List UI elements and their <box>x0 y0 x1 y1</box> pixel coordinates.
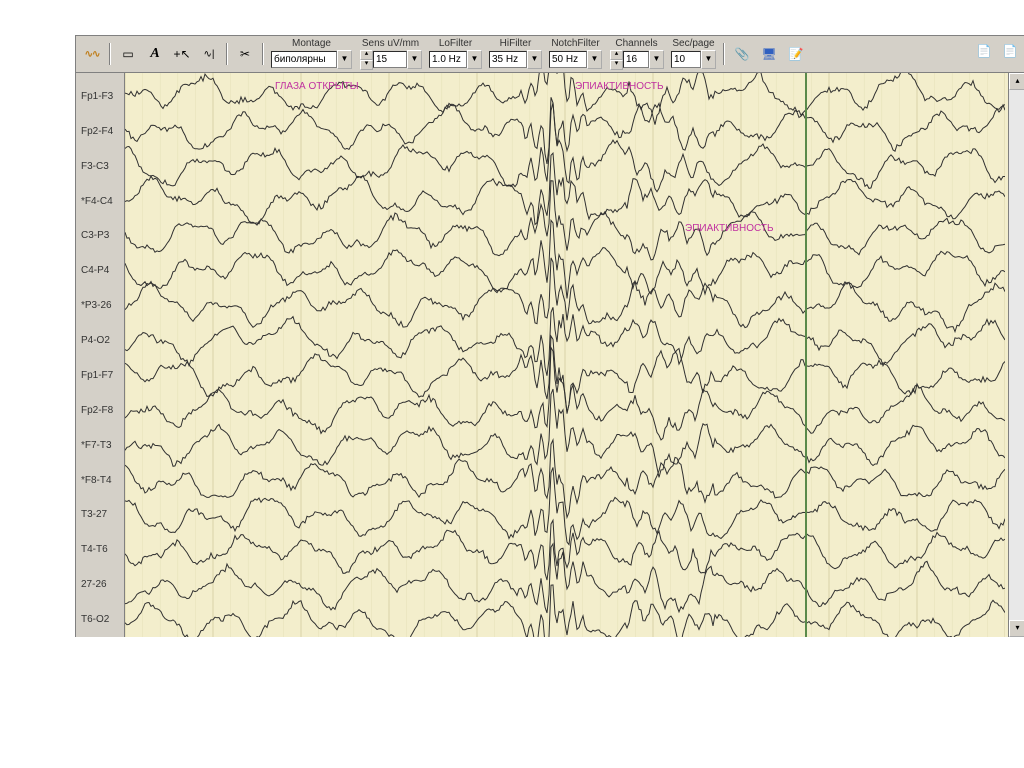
notch-label: NotchFilter <box>551 39 599 49</box>
hifilter-input[interactable] <box>489 51 527 68</box>
channel-label[interactable]: *F4-C4 <box>76 184 124 219</box>
rect-icon[interactable]: ▭ <box>116 41 140 67</box>
sens-label: Sens uV/mm <box>362 39 419 49</box>
channel-label[interactable]: F3-C3 <box>76 149 124 184</box>
channel-label[interactable]: C3-P3 <box>76 219 124 254</box>
lofilter-dropdown-icon[interactable]: ▼ <box>467 50 482 69</box>
hifilter-dropdown-icon[interactable]: ▼ <box>527 50 542 69</box>
channel-label[interactable]: *F8-T4 <box>76 463 124 498</box>
channel-label-column: Fp1-F3Fp2-F4F3-C3*F4-C4C3-P3C4-P4*P3-26P… <box>76 73 125 637</box>
eeg-app-window: ∿∿ ▭ A +↖ ∿| ✂ Montage ▼ Sens uV/mm ▴▾ ▼… <box>75 35 1024 637</box>
secpage-dropdown-icon[interactable]: ▼ <box>701 50 716 69</box>
notch-dropdown-icon[interactable]: ▼ <box>587 50 602 69</box>
secpage-input[interactable] <box>671 51 701 68</box>
channel-label[interactable]: Fp2-F8 <box>76 393 124 428</box>
channels-spinner[interactable]: ▴▾ <box>610 50 623 70</box>
wave-icon[interactable]: ∿∿ <box>80 41 104 67</box>
channel-label[interactable]: *F7-T3 <box>76 428 124 463</box>
cursor-icon[interactable]: +↖ <box>170 41 194 67</box>
channel-label[interactable]: *P3-26 <box>76 288 124 323</box>
toolbar: ∿∿ ▭ A +↖ ∿| ✂ Montage ▼ Sens uV/mm ▴▾ ▼… <box>76 36 1024 73</box>
vertical-scrollbar[interactable]: ▴ ▾ <box>1008 73 1024 637</box>
hifilter-label: HiFilter <box>500 39 532 49</box>
font-icon[interactable]: A <box>143 41 167 67</box>
notch-control: NotchFilter ▼ <box>549 39 602 69</box>
waveform-plot[interactable]: ГЛАЗА ОТКРЫТЫЭПИАКТИВНОСТЬЭПИАКТИВНОСТЬ <box>125 73 1008 637</box>
notch-input[interactable] <box>549 51 587 68</box>
monitor-icon[interactable]: 🖥 <box>757 41 781 67</box>
channel-label[interactable]: Fp1-F3 <box>76 79 124 114</box>
lofilter-input[interactable] <box>429 51 467 68</box>
channel-label[interactable]: T6-O2 <box>76 602 124 637</box>
sens-spinner[interactable]: ▴▾ <box>360 50 373 70</box>
sens-input[interactable] <box>373 51 407 68</box>
clip-icon[interactable]: 📎 <box>730 41 754 67</box>
channel-label[interactable]: Fp1-F7 <box>76 358 124 393</box>
lofilter-control: LoFilter ▼ <box>429 39 482 69</box>
channels-input[interactable] <box>623 51 649 68</box>
doc2-icon[interactable]: 📄 <box>998 38 1022 64</box>
eeg-viewer: Fp1-F3Fp2-F4F3-C3*F4-C4C3-P3C4-P4*P3-26P… <box>76 73 1024 637</box>
channel-label[interactable]: T4-T6 <box>76 532 124 567</box>
channels-label: Channels <box>615 39 657 49</box>
doc1-icon[interactable]: 📄 <box>972 38 996 64</box>
sens-dropdown-icon[interactable]: ▼ <box>407 50 422 69</box>
waveform-svg <box>125 73 1005 637</box>
montage-label: Montage <box>292 39 331 49</box>
channel-label[interactable]: 27-26 <box>76 567 124 602</box>
hifilter-control: HiFilter ▼ <box>489 39 542 69</box>
pulse-icon[interactable]: ∿| <box>197 41 221 67</box>
lofilter-label: LoFilter <box>439 39 472 49</box>
secpage-control: Sec/page ▼ <box>671 39 716 69</box>
sens-control: Sens uV/mm ▴▾ ▼ <box>359 39 422 70</box>
time-marker[interactable] <box>805 73 807 637</box>
montage-dropdown-icon[interactable]: ▼ <box>337 50 352 69</box>
montage-select[interactable] <box>271 51 337 68</box>
channel-label[interactable]: Fp2-F4 <box>76 114 124 149</box>
channels-control: Channels ▴▾ ▼ <box>609 39 664 70</box>
channels-dropdown-icon[interactable]: ▼ <box>649 50 664 69</box>
scroll-down-icon[interactable]: ▾ <box>1009 620 1024 637</box>
note-icon[interactable]: 📝 <box>784 41 808 67</box>
montage-control: Montage ▼ <box>271 39 352 69</box>
secpage-label: Sec/page <box>672 39 714 49</box>
channel-label[interactable]: C4-P4 <box>76 253 124 288</box>
scissors-icon[interactable]: ✂ <box>233 41 257 67</box>
channel-label[interactable]: P4-O2 <box>76 323 124 358</box>
scroll-up-icon[interactable]: ▴ <box>1009 73 1024 90</box>
channel-label[interactable]: T3-27 <box>76 498 124 533</box>
